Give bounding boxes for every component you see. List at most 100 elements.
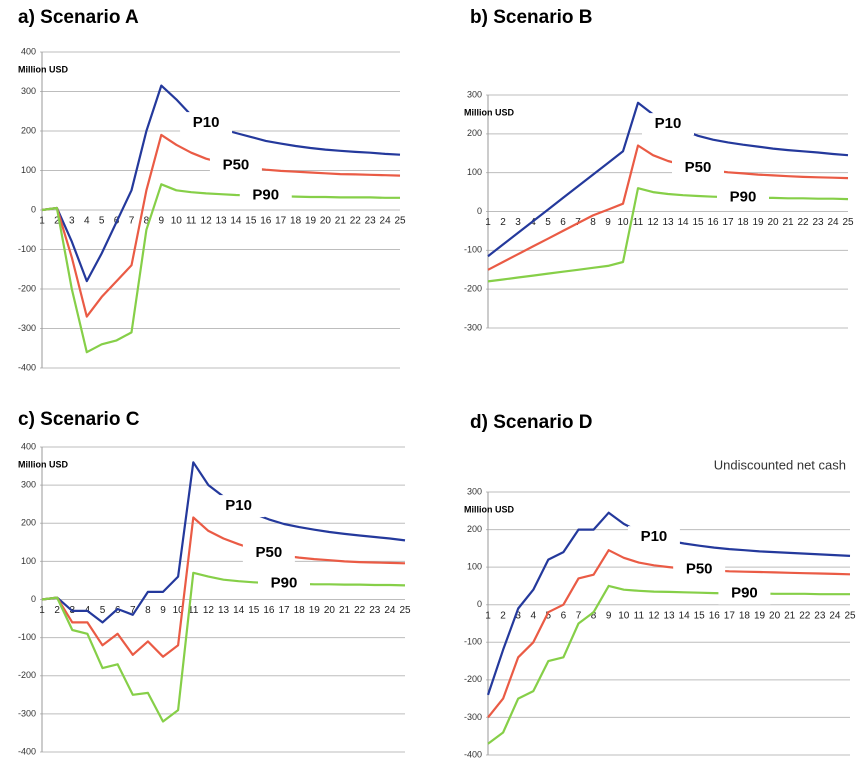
label-box [209, 154, 262, 177]
chart-title: a) Scenario A [18, 7, 139, 28]
x-tick-label: 25 [842, 217, 854, 228]
y-tick-label: -100 [18, 632, 36, 642]
y-tick-label: 100 [467, 562, 482, 572]
x-tick-label: 20 [769, 610, 781, 621]
label-box [212, 495, 265, 518]
x-tick-label: 6 [561, 610, 567, 621]
label-box [242, 541, 295, 564]
x-tick-label: 24 [827, 217, 839, 228]
x-tick-label: 15 [245, 216, 257, 227]
x-tick-label: 24 [829, 610, 841, 621]
x-tick-label: 11 [634, 610, 645, 621]
x-tick-label: 9 [606, 610, 612, 621]
y-tick-label: -400 [18, 746, 36, 756]
x-tick-label: 8 [590, 217, 596, 228]
y-tick-label: -400 [464, 749, 482, 759]
x-tick-label: 16 [709, 610, 721, 621]
y-tick-label: 200 [21, 518, 36, 528]
x-tick-label: 19 [752, 217, 764, 228]
series-label: P50 [256, 544, 283, 561]
x-tick-label: 12 [203, 605, 215, 616]
x-tick-label: 17 [275, 216, 287, 227]
label-box [627, 526, 680, 549]
x-tick-label: 14 [230, 216, 242, 227]
y-tick-label: 300 [467, 89, 482, 99]
x-tick-label: 23 [812, 217, 824, 228]
x-tick-label: 16 [260, 216, 272, 227]
label-box [258, 572, 310, 595]
x-tick-label: 21 [339, 605, 351, 616]
x-tick-label: 14 [677, 217, 689, 228]
y-tick-label: -200 [464, 284, 482, 294]
y-tick-label: 0 [31, 594, 36, 604]
y-tick-label: -300 [464, 712, 482, 722]
series-line [487, 144, 849, 271]
y-axis-label: Million USD [464, 504, 514, 514]
label-box [180, 112, 233, 135]
x-tick-label: 6 [560, 217, 566, 228]
x-tick-label: 23 [814, 610, 826, 621]
series-line [41, 516, 406, 658]
x-tick-label: 15 [692, 217, 704, 228]
x-tick-label: 23 [365, 216, 377, 227]
x-tick-label: 9 [159, 216, 165, 227]
x-tick-label: 5 [545, 217, 551, 228]
label-box [239, 184, 292, 207]
y-axis-label: Million USD [18, 64, 68, 74]
x-tick-label: 13 [215, 216, 227, 227]
x-tick-label: 21 [782, 217, 794, 228]
x-tick-label: 20 [324, 605, 336, 616]
label-box [672, 157, 724, 180]
x-tick-label: 15 [694, 610, 706, 621]
x-tick-label: 10 [617, 217, 629, 228]
x-tick-label: 12 [201, 216, 213, 227]
y-tick-label: 400 [21, 441, 36, 451]
x-tick-label: 3 [515, 217, 521, 228]
y-tick-label: 0 [477, 599, 482, 609]
x-tick-label: 9 [605, 217, 611, 228]
label-box [718, 582, 771, 605]
x-tick-label: 18 [290, 216, 302, 227]
series-label: P90 [730, 188, 757, 205]
x-tick-label: 11 [633, 217, 644, 228]
y-tick-label: -100 [464, 245, 482, 255]
y-axis-label: Million USD [18, 459, 68, 469]
x-tick-label: 22 [354, 605, 366, 616]
y-tick-label: 100 [21, 556, 36, 566]
chart-title: c) Scenario C [18, 409, 140, 430]
x-tick-label: 13 [663, 610, 675, 621]
x-tick-label: 3 [515, 610, 521, 621]
y-tick-label: 100 [467, 167, 482, 177]
x-tick-label: 1 [485, 610, 491, 621]
x-tick-label: 16 [707, 217, 719, 228]
y-tick-label: 300 [467, 486, 482, 496]
series-label: P90 [252, 187, 279, 204]
series-line [41, 461, 406, 624]
x-tick-label: 5 [546, 610, 552, 621]
x-tick-label: 19 [754, 610, 766, 621]
x-tick-label: 17 [722, 217, 734, 228]
annotation: Undiscounted net cash [714, 457, 846, 472]
series-line [41, 571, 406, 723]
x-tick-label: 16 [263, 605, 275, 616]
series-label: P10 [655, 115, 682, 132]
series-label: P90 [271, 574, 298, 591]
x-tick-label: 18 [737, 217, 749, 228]
x-tick-label: 24 [384, 605, 396, 616]
x-tick-label: 12 [648, 610, 660, 621]
x-tick-label: 25 [394, 216, 406, 227]
x-tick-label: 8 [591, 610, 597, 621]
y-tick-label: -200 [18, 670, 36, 680]
y-tick-label: -200 [18, 283, 36, 293]
y-tick-label: 300 [21, 480, 36, 490]
y-tick-label: 200 [467, 128, 482, 138]
x-tick-label: 2 [54, 216, 60, 227]
x-tick-label: 17 [278, 605, 290, 616]
x-tick-label: 7 [576, 610, 582, 621]
series-label: P10 [225, 497, 252, 514]
x-tick-label: 14 [233, 605, 245, 616]
x-tick-label: 24 [380, 216, 392, 227]
y-tick-label: -300 [464, 322, 482, 332]
x-tick-label: 5 [100, 605, 106, 616]
